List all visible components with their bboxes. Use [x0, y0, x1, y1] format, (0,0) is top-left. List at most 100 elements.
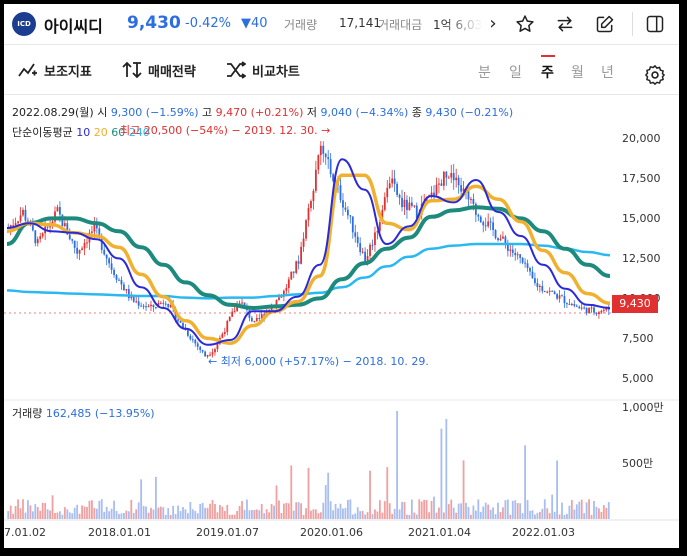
compare-button[interactable]: 비교차트: [226, 59, 300, 81]
candle-body: [86, 242, 88, 244]
low-label: 저: [306, 106, 318, 119]
chevron-right-icon[interactable]: ›: [489, 13, 497, 34]
candle-body: [445, 171, 448, 178]
volume-bar: [413, 512, 416, 519]
candle-body: [221, 333, 224, 338]
volume-bar: [209, 503, 211, 519]
candle-body: [506, 243, 509, 251]
volume-label: 거래량: [284, 18, 318, 32]
candle-body: [216, 343, 219, 350]
settings-icon[interactable]: [644, 64, 666, 90]
period-week[interactable]: 주: [541, 65, 554, 81]
high-label: 고: [202, 106, 213, 119]
volume-bar: [460, 503, 462, 519]
candle-body: [118, 279, 120, 281]
candle-body: [14, 223, 17, 226]
ma-20: 20: [93, 126, 108, 139]
volume-bar: [73, 507, 76, 519]
volume-bar: [351, 514, 354, 519]
candle-body: [39, 236, 42, 240]
volume-bar: [598, 508, 600, 519]
candle-body: [410, 202, 413, 206]
volume-bar: [105, 506, 108, 519]
volume-bar: [374, 509, 376, 519]
period-year[interactable]: 년: [601, 65, 614, 81]
volume-bar: [31, 511, 34, 519]
volume-bar: [378, 500, 381, 519]
candle-body: [570, 304, 573, 306]
volume-bar: [590, 514, 593, 519]
indicator-button[interactable]: 보조지표: [18, 59, 92, 81]
volume-bar: [534, 514, 536, 519]
volume-bar: [415, 514, 418, 519]
candle-body: [541, 286, 544, 291]
candle-body: [526, 263, 529, 269]
candle-body: [108, 258, 111, 264]
volume-bar: [386, 467, 389, 519]
y-tick: 7,500: [622, 332, 654, 345]
edit-icon[interactable]: [592, 11, 618, 37]
volume-bar: [142, 505, 145, 519]
volume-bar: [113, 500, 115, 519]
x-tick: 2018.01.01: [88, 526, 151, 539]
candle-body: [593, 307, 595, 313]
volume-tick: 500만: [622, 457, 654, 470]
x-tick: 7.01.02: [4, 526, 46, 539]
volume-bar: [248, 510, 251, 519]
volume-bar: [376, 511, 379, 519]
volume-bar: [588, 499, 590, 519]
candle-body: [546, 291, 549, 293]
chart-toolbar: 보조지표 매매전략 비교차트 분 일 주 월 년: [4, 44, 679, 95]
candle-body: [455, 177, 458, 181]
volume-bar: [164, 514, 167, 519]
volume-bar: [568, 505, 571, 519]
swap-icon[interactable]: [552, 11, 578, 37]
candle-body: [440, 183, 443, 186]
volume-bar: [381, 512, 384, 519]
close-value: 9,430 (−0.21%): [425, 106, 514, 119]
star-icon[interactable]: [512, 11, 538, 37]
period-day[interactable]: 일: [509, 65, 522, 81]
volume-bar: [440, 428, 443, 519]
volume-bar: [83, 506, 86, 519]
volume-info-value: 162,485 (−13.95%): [45, 407, 155, 420]
candle-body: [285, 287, 288, 291]
volume-bar: [135, 509, 138, 519]
candle-body: [487, 221, 490, 227]
candle-body: [406, 199, 408, 211]
volume-bar: [457, 503, 460, 519]
volume-bar: [260, 504, 263, 519]
stock-name[interactable]: 아이씨디: [44, 17, 103, 36]
open-value: 9,300 (−1.59%): [110, 106, 199, 119]
volume-bar: [401, 501, 403, 519]
candle-body: [322, 145, 325, 154]
volume-bar: [359, 511, 362, 519]
x-tick: 2020.01.06: [300, 526, 363, 539]
candle-body: [189, 335, 192, 340]
volume-bar: [445, 419, 448, 519]
volume-bar: [369, 470, 371, 519]
candle-body: [19, 215, 22, 222]
volume-bar: [602, 505, 605, 519]
price-chart[interactable]: [4, 95, 679, 548]
volume-bar: [150, 507, 152, 519]
candle-body: [339, 185, 342, 201]
active-period-underline: [541, 55, 555, 57]
volume-bar: [14, 506, 17, 519]
volume-bar: [278, 500, 280, 519]
ma-legend: 단순이동평균 10 20 60 240: [12, 124, 150, 140]
volume-bar: [455, 512, 458, 519]
volume-bar: [438, 507, 440, 519]
volume-bar: [509, 514, 512, 519]
change-value: ▼40: [241, 16, 268, 31]
candle-body: [568, 303, 571, 305]
volume-bar: [228, 514, 231, 519]
candle-body: [575, 305, 578, 307]
candle-body: [457, 177, 460, 186]
volume-bar: [526, 500, 529, 519]
strategy-button[interactable]: 매매전략: [122, 59, 196, 81]
period-minute[interactable]: 분: [478, 65, 491, 81]
layout-icon[interactable]: [642, 11, 668, 37]
period-month[interactable]: 월: [571, 65, 584, 81]
volume-bar: [398, 509, 401, 519]
